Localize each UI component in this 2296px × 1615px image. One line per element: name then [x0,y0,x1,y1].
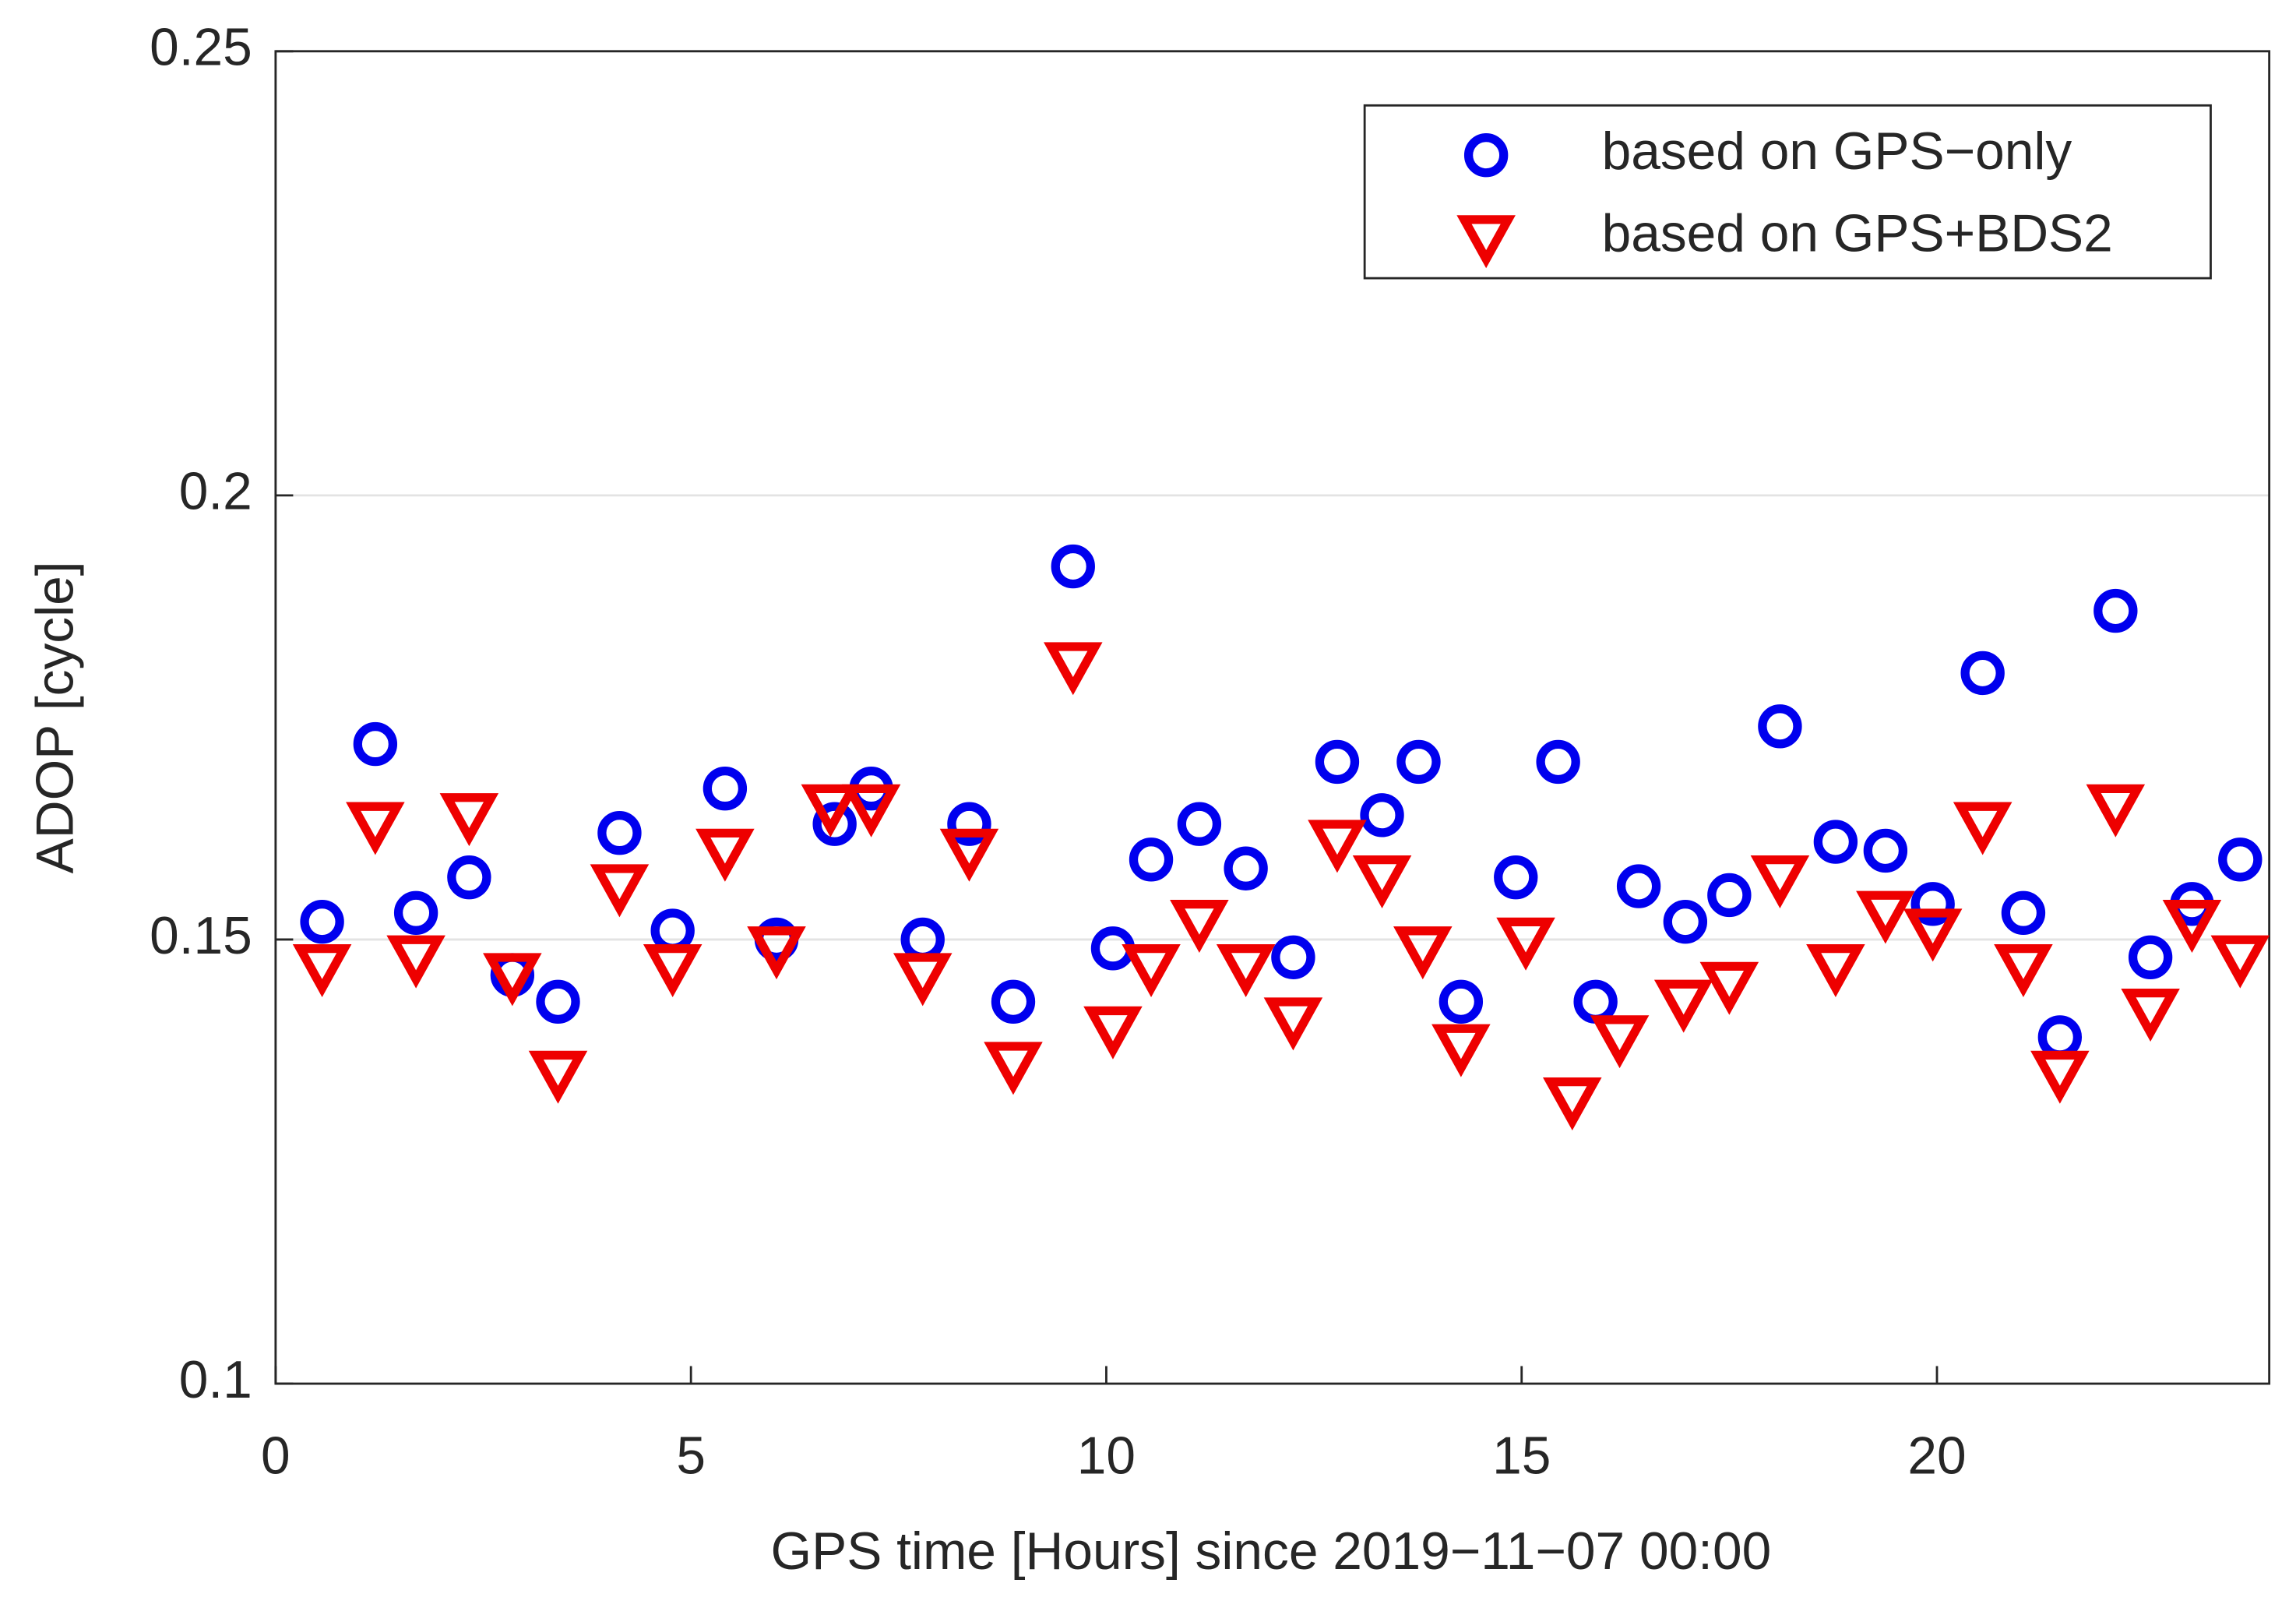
point [346,802,405,855]
point [841,784,901,837]
point [1170,899,1229,953]
point [1216,943,1276,997]
point [353,721,398,767]
y-tick-label: 0.15 [150,907,252,965]
point [947,802,991,846]
point [2121,988,2180,1042]
point [1051,544,1095,589]
point [893,953,953,1007]
point [1960,651,2005,696]
point [1616,864,1661,908]
point [590,864,650,918]
point [2094,588,2138,633]
x-tick-label: 0 [261,1427,291,1486]
legend-marker [1463,133,1509,178]
point [2086,784,2146,837]
point [650,908,695,953]
point [2001,890,2046,935]
legend-box [1363,104,2212,280]
point [1758,704,1802,749]
point [300,899,344,944]
legend-label: based on GPS−only [1602,122,2072,181]
point [1177,802,1222,846]
point [1494,855,1538,900]
point [1496,917,1555,971]
point [2210,935,2270,989]
point [1352,855,1412,908]
point [1910,882,1955,926]
point [1083,1006,1143,1060]
point [1129,837,1174,882]
point [1813,820,1858,864]
point [2128,935,2173,979]
point [1653,979,1713,1033]
point [991,979,1036,1024]
legend-marker [1456,215,1516,269]
point [1903,908,1963,962]
point [1271,935,1315,979]
point [1856,890,1915,944]
point [1044,642,1103,696]
point [984,1042,1043,1095]
point [2218,837,2263,882]
y-axis-label: ADOP [cycle] [26,561,85,873]
point [1994,943,2053,997]
point [1224,846,1268,890]
x-tick-label: 10 [1077,1427,1136,1486]
x-axis-label: GPS time [Hours] since 2019−11−07 00:00 [771,1522,1772,1581]
x-tick-label: 5 [676,1427,706,1486]
point [1750,855,1810,908]
point [536,979,580,1024]
point [1431,1024,1491,1077]
point [483,953,542,1007]
y-tick-label: 0.25 [150,19,252,77]
point [1536,739,1580,785]
y-tick-label: 0.2 [179,463,252,521]
point [747,926,806,980]
point [1699,961,1759,1015]
point [1360,793,1404,837]
point [1122,943,1181,997]
y-tick-label: 0.1 [179,1351,252,1409]
point [292,943,352,997]
point [1308,820,1367,873]
point [812,802,857,846]
point [703,766,748,811]
point [1806,943,1865,997]
x-tick-label: 20 [1907,1427,1966,1486]
point [1573,979,1618,1024]
point [1663,899,1708,944]
point [939,828,999,882]
point [1396,739,1441,785]
point [2030,1050,2090,1104]
point [2037,1015,2083,1060]
plot-frame [274,50,2271,1385]
point [1439,979,1484,1024]
point [643,943,703,997]
point [528,1050,588,1104]
point [1863,828,1908,873]
point [439,793,499,847]
point [801,784,861,837]
point [1953,802,2013,855]
point [1590,1015,1650,1069]
point [1707,873,1752,918]
point [1393,926,1453,980]
point [597,810,642,855]
x-tick-label: 15 [1492,1427,1551,1486]
point [1263,997,1323,1051]
point [447,855,491,900]
point [2162,899,2222,953]
point [1315,739,1360,785]
point [695,828,755,882]
point [393,890,438,935]
point [1543,1077,1602,1130]
point [386,935,445,989]
legend-label: based on GPS+BDS2 [1602,204,2113,263]
